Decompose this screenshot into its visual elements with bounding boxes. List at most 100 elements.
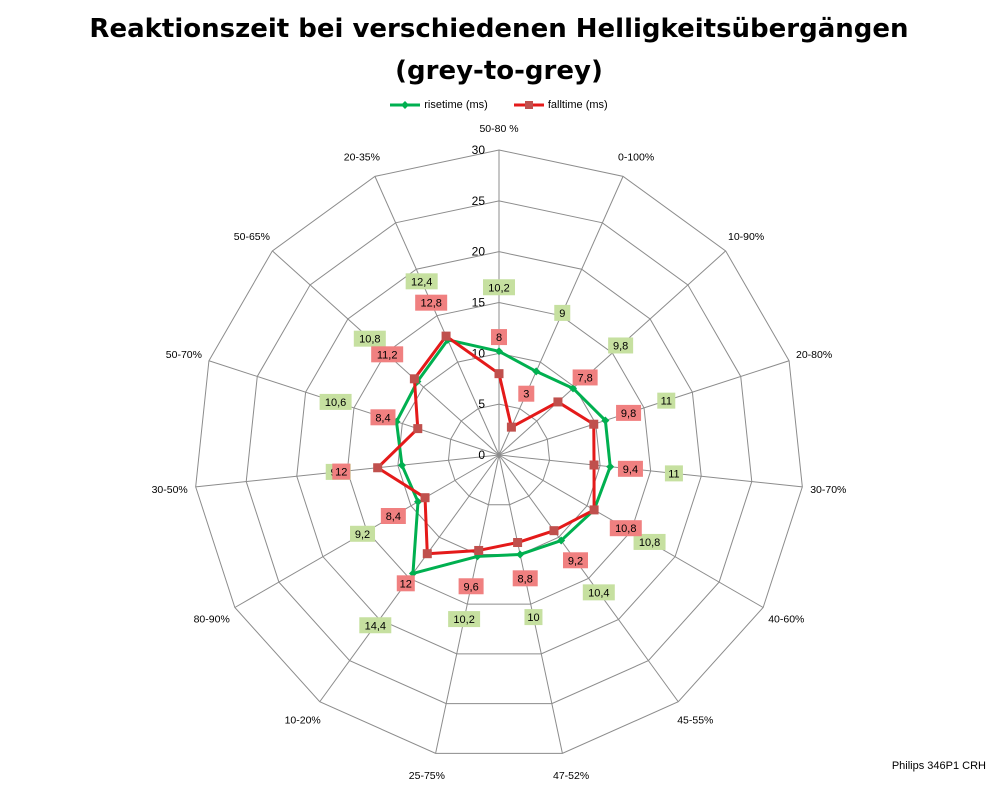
data-label-bg bbox=[664, 465, 683, 482]
data-label-risetime: 10,8 bbox=[359, 334, 380, 346]
data-point-falltime bbox=[494, 369, 504, 379]
category-label: 45-55% bbox=[677, 715, 713, 727]
data-label-bg bbox=[415, 294, 448, 311]
grid-spoke bbox=[498, 360, 790, 456]
data-point-risetime bbox=[516, 550, 525, 559]
category-label: 20-35% bbox=[344, 151, 380, 163]
data-label-falltime: 9,4 bbox=[623, 464, 638, 476]
data-point-risetime bbox=[397, 461, 406, 470]
grid-ring-25 bbox=[245, 200, 753, 705]
data-label-bg bbox=[609, 520, 642, 537]
data-point-risetime bbox=[532, 367, 541, 376]
credit-text: Philips 346P1 CRH bbox=[891, 760, 986, 772]
data-label-bg bbox=[319, 393, 352, 410]
legend: risetime (ms) falltime (ms) bbox=[0, 99, 998, 111]
data-label-falltime: 10,8 bbox=[615, 523, 636, 535]
data-label-bg bbox=[353, 330, 386, 347]
category-label: 10-90% bbox=[728, 231, 764, 243]
category-label: 20-80% bbox=[796, 349, 832, 361]
data-label-falltime: 7,8 bbox=[577, 372, 592, 384]
grid-spoke bbox=[208, 360, 500, 456]
data-label-bg bbox=[608, 337, 634, 354]
grid-ring-5 bbox=[447, 403, 551, 506]
tick-label: 15 bbox=[472, 296, 486, 310]
category-label: 47-52% bbox=[553, 770, 589, 782]
data-label-falltime: 12 bbox=[335, 467, 347, 479]
data-label-risetime: 10,2 bbox=[453, 614, 474, 626]
chart-title-line: Reaktionszeit bei verschiedenen Helligke… bbox=[89, 14, 909, 44]
data-label-falltime: 3 bbox=[523, 389, 529, 401]
series-lines bbox=[373, 331, 615, 578]
data-label-falltime: 8,8 bbox=[518, 573, 533, 585]
data-label-falltime: 8,4 bbox=[375, 412, 390, 424]
data-label-falltime: 9,6 bbox=[463, 581, 478, 593]
data-point-falltime bbox=[441, 331, 451, 341]
grid-spoke bbox=[498, 454, 803, 488]
category-label: 25-75% bbox=[409, 770, 445, 782]
data-label-risetime: 10,2 bbox=[488, 282, 509, 294]
data-label-bg bbox=[518, 385, 535, 402]
legend-label-falltime: falltime (ms) bbox=[547, 99, 608, 111]
data-label-falltime: 12 bbox=[400, 578, 412, 590]
data-label-bg bbox=[359, 617, 392, 634]
data-label-risetime: 11 bbox=[668, 468, 679, 480]
legend-item-falltime: falltime (ms) bbox=[513, 99, 608, 111]
data-label-bg bbox=[554, 304, 571, 321]
data-label-bg bbox=[380, 508, 406, 524]
legend-swatch-falltime bbox=[513, 101, 544, 109]
data-point-falltime bbox=[553, 397, 563, 407]
data-label-falltime: 11,2 bbox=[377, 349, 398, 361]
grid-ring-20 bbox=[296, 251, 702, 655]
data-label-risetime: 10 bbox=[527, 612, 539, 624]
data-labels: 10,2 9 9,8 11 11 10,8 10,4 10 10,2 14,4 9,2 9,6 10,6… bbox=[319, 273, 683, 634]
data-label-risetime: 9,8 bbox=[613, 340, 628, 352]
grid-spoke bbox=[374, 176, 500, 456]
data-point-risetime bbox=[495, 347, 503, 356]
data-label-risetime: 14,4 bbox=[365, 620, 386, 632]
data-point-falltime bbox=[413, 424, 423, 434]
data-label-falltime: 8 bbox=[496, 332, 502, 344]
data-point-falltime bbox=[373, 463, 383, 473]
tick-label: 30 bbox=[472, 143, 486, 157]
data-label-bg bbox=[483, 279, 515, 296]
tick-label: 0 bbox=[478, 448, 485, 462]
data-point-falltime bbox=[589, 419, 599, 429]
data-label-risetime: 9 bbox=[559, 308, 565, 320]
legend-item-risetime: risetime (ms) bbox=[390, 99, 488, 111]
data-label-bg bbox=[633, 533, 666, 550]
legend-swatch-risetime bbox=[390, 101, 421, 109]
data-label-falltime: 8,4 bbox=[386, 511, 401, 523]
data-label-bg bbox=[396, 575, 415, 592]
category-label: 50-80 % bbox=[479, 123, 518, 135]
radar-grid bbox=[195, 149, 803, 754]
grid-ring-30 bbox=[195, 149, 803, 754]
chart-title: Reaktionszeit bei verschiedenen Helligke… bbox=[0, 8, 998, 92]
data-label-bg bbox=[370, 409, 396, 426]
data-label-bg bbox=[617, 460, 643, 477]
data-label-bg bbox=[572, 369, 598, 386]
data-point-falltime bbox=[422, 549, 432, 559]
category-axis-labels: 50-80 % 0-100% 10-90% 20-80% 30-70% 40-60% 45-… bbox=[152, 123, 847, 782]
data-point-falltime bbox=[409, 374, 419, 384]
category-label: 10-20% bbox=[285, 715, 321, 727]
data-label-risetime: 9,2 bbox=[355, 529, 370, 541]
grid-spoke bbox=[435, 454, 500, 754]
data-label-risetime: 12,4 bbox=[411, 276, 432, 288]
data-point-risetime bbox=[606, 462, 615, 471]
series-line-risetime bbox=[395, 338, 612, 575]
category-label: 40-60% bbox=[768, 614, 804, 626]
data-label-bg bbox=[371, 346, 404, 363]
data-label-risetime: 10,8 bbox=[639, 537, 660, 549]
data-label-bg bbox=[524, 609, 543, 626]
data-label-bg bbox=[332, 463, 351, 480]
data-label-bg bbox=[657, 392, 676, 409]
category-label: 0-100% bbox=[618, 151, 654, 163]
data-label-bg bbox=[405, 273, 438, 290]
data-label-falltime: 9,2 bbox=[568, 555, 583, 567]
category-label: 50-70% bbox=[166, 349, 202, 361]
data-label-bg bbox=[582, 584, 615, 601]
data-point-falltime bbox=[420, 493, 430, 503]
category-label: 30-70% bbox=[810, 484, 846, 496]
